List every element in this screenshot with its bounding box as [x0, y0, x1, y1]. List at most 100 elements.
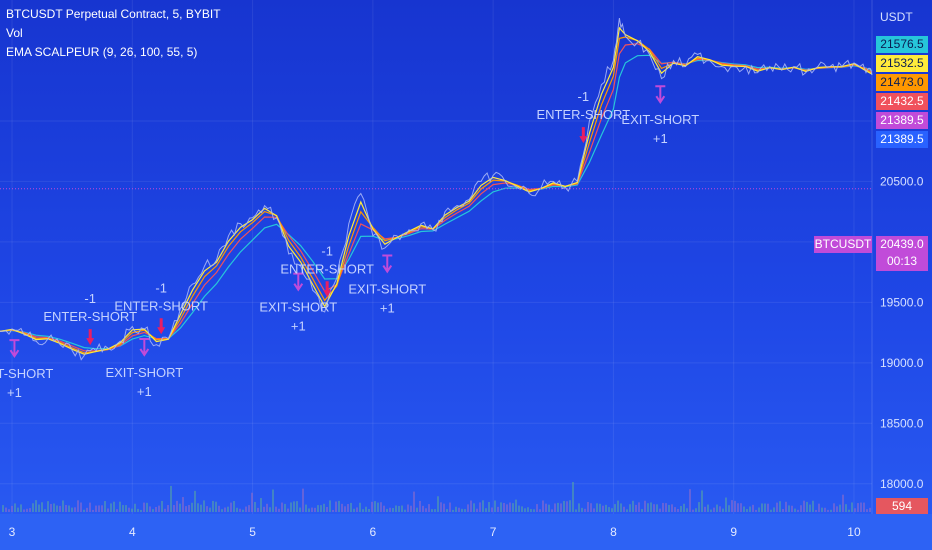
- volume-bar: [188, 504, 190, 512]
- volume-bar: [506, 504, 508, 512]
- volume-bar: [482, 500, 484, 512]
- volume-bar: [560, 503, 562, 512]
- volume-bar: [332, 509, 334, 512]
- volume-bar: [641, 509, 643, 512]
- volume-bar: [461, 508, 463, 512]
- volume-bar: [419, 500, 421, 512]
- volume-bar: [644, 500, 646, 512]
- volume-bar: [791, 505, 793, 512]
- volume-bar: [293, 501, 295, 512]
- volume-bar: [527, 507, 529, 512]
- volume-bar: [761, 503, 763, 512]
- volume-bar: [638, 502, 640, 512]
- volume-bar: [149, 506, 151, 512]
- volume-bar: [521, 506, 523, 512]
- volume-bar: [95, 505, 97, 512]
- volume-bar: [734, 500, 736, 512]
- signal-size-label: -1: [321, 243, 333, 258]
- volume-bar: [212, 500, 214, 512]
- volume-bar: [659, 508, 661, 512]
- volume-bar: [785, 501, 787, 512]
- signal-size-label: +1: [653, 131, 668, 146]
- volume-bar: [860, 502, 862, 512]
- volume-bar: [866, 509, 868, 512]
- volume-bar: [122, 505, 124, 512]
- volume-bar: [587, 501, 589, 512]
- volume-bar: [395, 505, 397, 512]
- time-axis-band: [0, 514, 932, 550]
- volume-bar: [185, 506, 187, 512]
- volume-bar: [575, 509, 577, 512]
- volume-legend[interactable]: Vol: [6, 26, 23, 40]
- volume-bar: [680, 505, 682, 512]
- volume-bar: [44, 509, 46, 512]
- volume-bar: [488, 502, 490, 512]
- volume-bar: [242, 509, 244, 512]
- volume-bar: [200, 504, 202, 512]
- volume-bar: [197, 503, 199, 512]
- price-tick-label: 18500.0: [880, 416, 924, 430]
- signal-label: EXIT-SHORT: [105, 365, 183, 380]
- volume-bar: [143, 502, 145, 512]
- volume-bar: [833, 503, 835, 512]
- volume-bar: [260, 498, 262, 512]
- signal-label: ENTER-SHORT: [280, 261, 374, 276]
- volume-bar: [578, 503, 580, 512]
- volume-bar: [299, 507, 301, 512]
- volume-bar: [164, 508, 166, 512]
- volume-bar: [116, 509, 118, 512]
- volume-bar: [263, 506, 265, 512]
- volume-bar: [836, 506, 838, 512]
- volume-bar: [203, 500, 205, 512]
- volume-bar: [773, 507, 775, 512]
- volume-bar: [497, 506, 499, 512]
- volume-bar: [431, 509, 433, 512]
- volume-bar: [38, 504, 40, 512]
- volume-bar: [581, 507, 583, 512]
- volume-bar: [458, 507, 460, 512]
- volume-bar: [80, 502, 82, 512]
- volume-bar: [737, 503, 739, 512]
- volume-bar: [614, 504, 616, 512]
- volume-bar: [824, 507, 826, 512]
- volume-bar: [842, 494, 844, 512]
- indicator-legend[interactable]: EMA SCALPEUR (9, 26, 100, 55, 5): [6, 45, 198, 59]
- volume-bar: [608, 507, 610, 512]
- volume-bar: [287, 508, 289, 512]
- enter-short-arrow: [579, 127, 588, 144]
- volume-bar: [629, 504, 631, 512]
- volume-bar: [404, 509, 406, 512]
- volume-bar: [554, 503, 556, 512]
- time-tick-label: 5: [249, 525, 256, 539]
- exit-short-arrow: [655, 85, 666, 104]
- volume-bar: [290, 502, 292, 512]
- volume-bar: [692, 509, 694, 512]
- volume-bar: [818, 503, 820, 512]
- volume-bar: [536, 504, 538, 512]
- volume-bar: [257, 507, 259, 512]
- volume-bar: [407, 504, 409, 512]
- volume-bar: [413, 491, 415, 512]
- volume-bar: [455, 506, 457, 512]
- volume-bar: [740, 503, 742, 512]
- price-scale-tag: 21432.5: [876, 93, 928, 110]
- volume-bar: [398, 506, 400, 512]
- time-tick-label: 10: [847, 525, 861, 539]
- volume-bar: [770, 509, 772, 512]
- volume-bar: [545, 503, 547, 512]
- volume-bar: [32, 503, 34, 512]
- volume-bar: [269, 507, 271, 512]
- volume-bar: [83, 509, 85, 512]
- volume-bar: [857, 503, 859, 512]
- volume-value-tag: 594: [876, 498, 928, 514]
- exit-short-arrow: [382, 254, 393, 274]
- price-scale-tag: 21576.5: [876, 36, 928, 53]
- volume-bar: [467, 504, 469, 512]
- volume-bar: [713, 507, 715, 512]
- time-tick-label: 8: [610, 525, 617, 539]
- volume-bar: [602, 505, 604, 512]
- volume-bar: [494, 500, 496, 512]
